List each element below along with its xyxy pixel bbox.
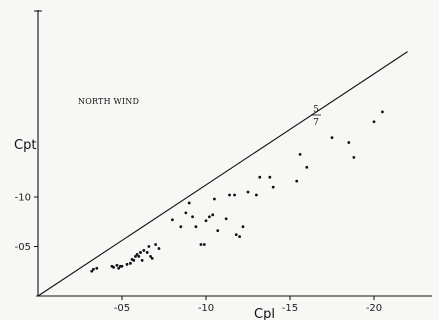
data-point-2 xyxy=(90,269,94,273)
data-point-49 xyxy=(295,179,299,183)
data-point-4 xyxy=(112,265,115,269)
data-point-17 xyxy=(140,258,144,262)
y-tick-label-1: -10 xyxy=(15,193,31,204)
data-point-1 xyxy=(95,266,99,270)
data-point-30 xyxy=(194,225,198,229)
data-point-52 xyxy=(330,136,334,140)
data-point-8 xyxy=(120,264,124,268)
data-point-25 xyxy=(171,218,174,222)
x-tick-label-0: -05 xyxy=(114,303,130,314)
data-point-10 xyxy=(129,261,132,265)
data-point-22 xyxy=(150,256,154,260)
data-point-31 xyxy=(199,243,203,246)
data-point-20 xyxy=(147,245,151,248)
reference-line xyxy=(37,51,408,297)
data-point-43 xyxy=(241,225,245,229)
x-axis-title: Cpl xyxy=(254,307,275,320)
y-axis-title: Cpt xyxy=(14,138,36,153)
data-point-26 xyxy=(179,225,183,229)
ticks: -05 -10 -15 -20 -05 -10 xyxy=(15,193,383,315)
data-point-42 xyxy=(238,235,242,239)
data-point-9 xyxy=(125,262,129,266)
data-point-27 xyxy=(184,211,188,215)
x-tick-label-2: -15 xyxy=(282,303,298,314)
data-point-28 xyxy=(187,201,191,205)
data-point-32 xyxy=(202,243,206,246)
x-tick-label-3: -20 xyxy=(366,303,382,314)
data-point-24 xyxy=(157,247,161,250)
data-point-18 xyxy=(142,249,146,252)
reference-line-group xyxy=(37,51,408,297)
data-point-14 xyxy=(135,253,139,256)
data-point-38 xyxy=(224,217,228,221)
data-point-54 xyxy=(352,156,356,159)
y-tick-label-0: -05 xyxy=(15,242,31,253)
data-point-29 xyxy=(191,215,194,219)
data-point-36 xyxy=(213,197,216,201)
data-point-47 xyxy=(268,175,272,179)
x-tick-label-1: -10 xyxy=(198,303,214,314)
data-point-35 xyxy=(211,213,215,217)
data-point-48 xyxy=(271,185,275,189)
slope-denominator: 7 xyxy=(313,118,319,128)
data-point-5 xyxy=(115,263,119,267)
data-point-53 xyxy=(347,141,351,144)
slope-numerator: 5 xyxy=(313,105,319,115)
data-point-0 xyxy=(92,267,95,271)
data-point-19 xyxy=(145,251,149,254)
data-point-37 xyxy=(216,229,220,233)
data-point-40 xyxy=(233,193,236,197)
data-point-34 xyxy=(207,215,211,219)
data-point-16 xyxy=(139,251,142,254)
data-point-46 xyxy=(258,175,262,179)
data-point-41 xyxy=(234,233,238,237)
data-point-12 xyxy=(132,258,136,262)
data-point-15 xyxy=(137,255,141,258)
data-point-51 xyxy=(305,165,309,169)
data-point-39 xyxy=(228,193,231,197)
data-point-6 xyxy=(117,266,121,270)
data-point-56 xyxy=(381,110,384,114)
data-point-55 xyxy=(372,120,376,124)
data-point-23 xyxy=(154,243,158,246)
axes xyxy=(34,10,432,297)
data-point-33 xyxy=(204,219,208,223)
data-point-45 xyxy=(255,193,258,197)
data-point-13 xyxy=(134,255,137,258)
data-point-44 xyxy=(246,190,250,194)
data-points xyxy=(90,110,384,273)
north-wind-label: NORTH WIND xyxy=(78,97,139,106)
data-point-21 xyxy=(149,255,152,258)
data-point-50 xyxy=(298,153,302,156)
